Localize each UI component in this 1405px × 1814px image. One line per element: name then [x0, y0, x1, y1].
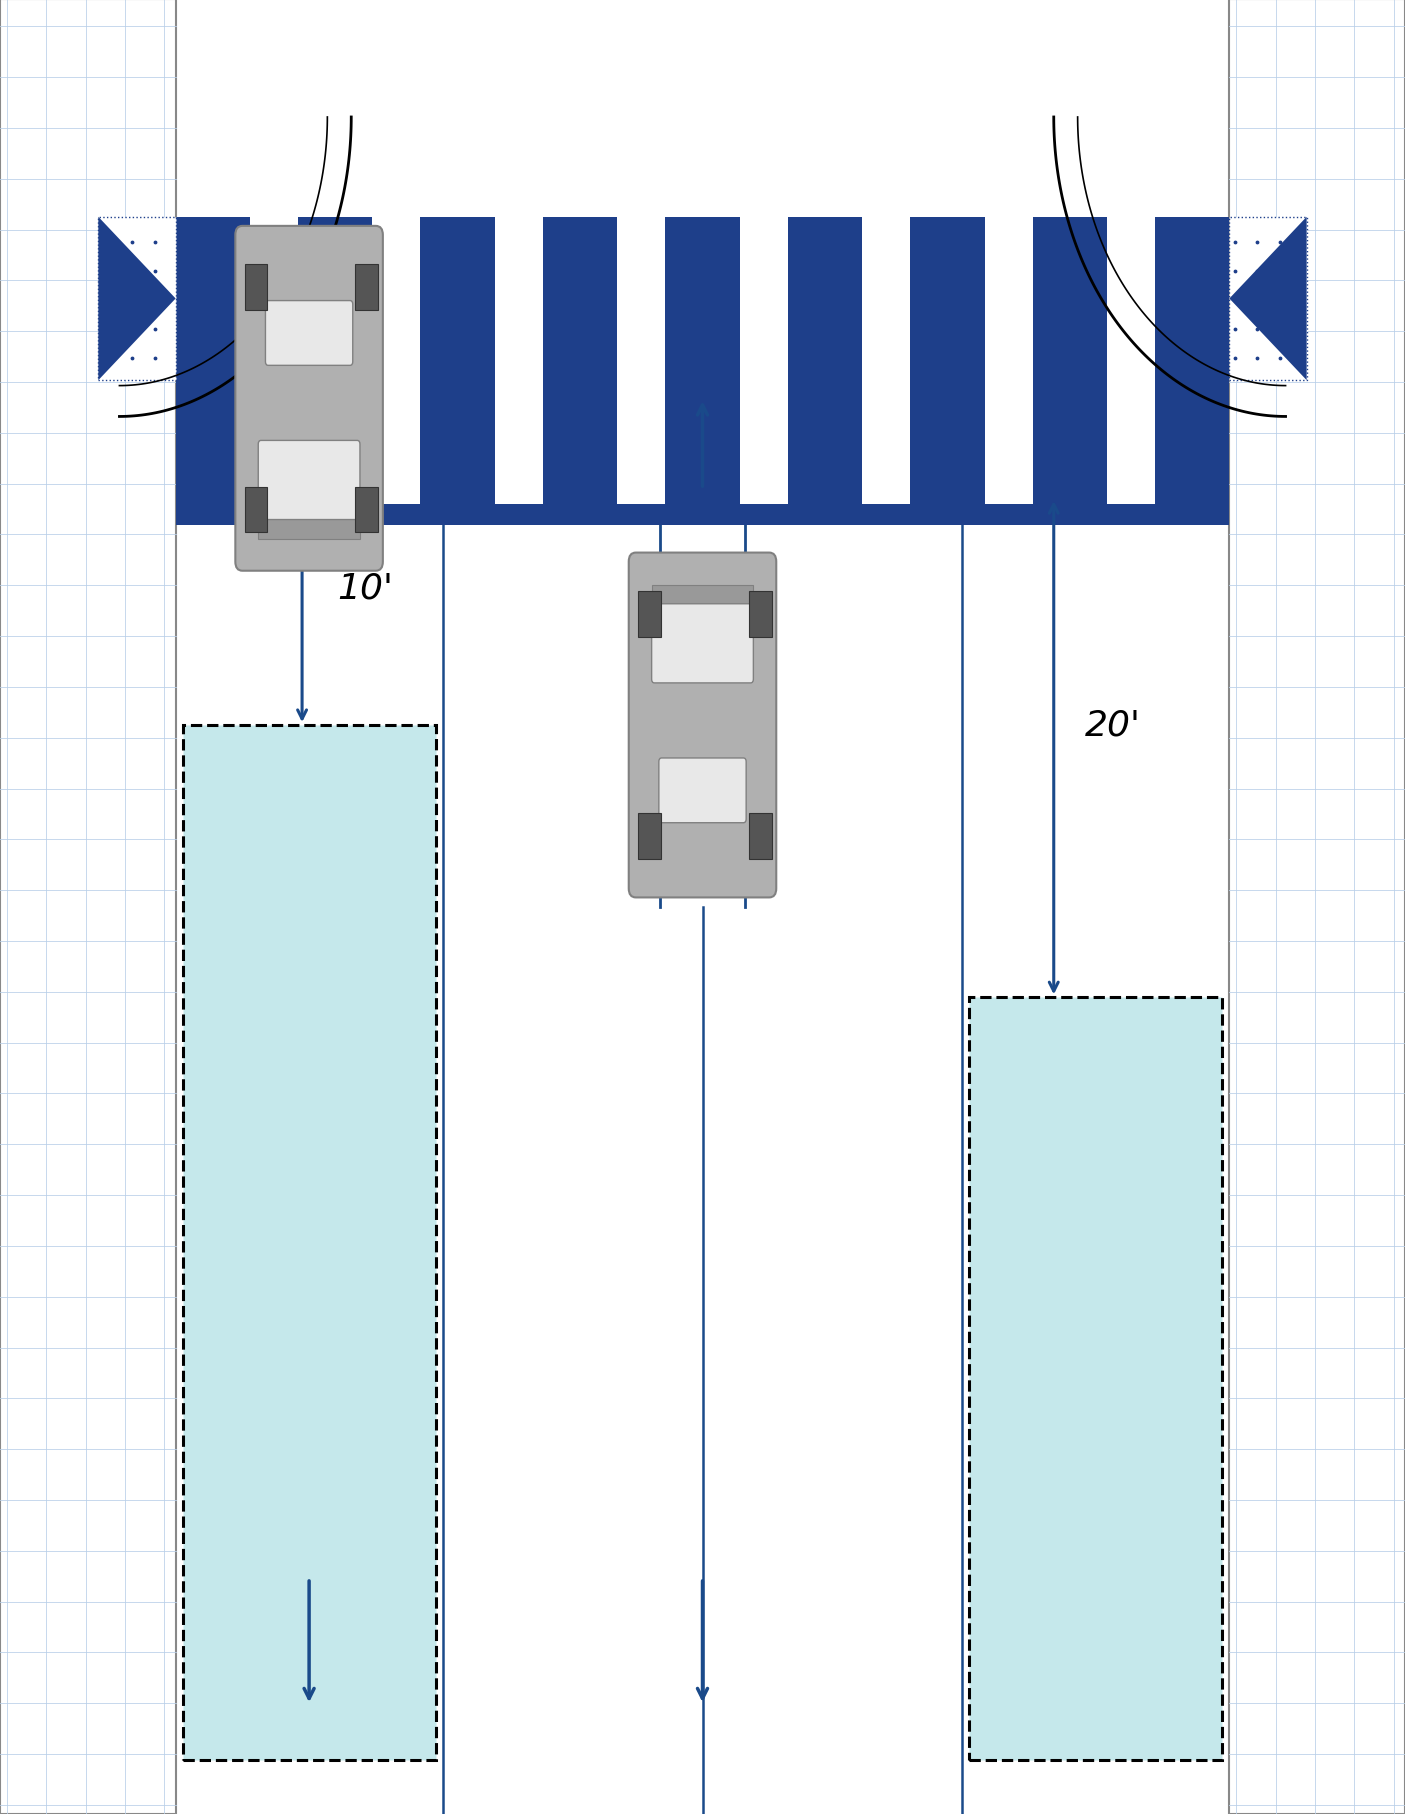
- Bar: [1033, 218, 1107, 508]
- Bar: [98, 218, 176, 381]
- Bar: [1229, 218, 1307, 381]
- Bar: [749, 814, 771, 860]
- Bar: [788, 218, 863, 508]
- Text: 20': 20': [1085, 707, 1141, 742]
- FancyBboxPatch shape: [235, 227, 382, 571]
- Bar: [749, 591, 771, 637]
- Bar: [244, 488, 267, 533]
- Bar: [1155, 218, 1229, 508]
- Bar: [0, 0, 176, 1814]
- Polygon shape: [1229, 218, 1307, 381]
- Bar: [969, 998, 1222, 1760]
- Bar: [176, 504, 1229, 526]
- Bar: [259, 506, 360, 539]
- Bar: [542, 218, 617, 508]
- Bar: [638, 591, 660, 637]
- Bar: [176, 0, 1229, 1814]
- Bar: [176, 218, 250, 508]
- FancyBboxPatch shape: [629, 553, 776, 898]
- FancyBboxPatch shape: [652, 604, 753, 684]
- FancyBboxPatch shape: [659, 758, 746, 824]
- Bar: [355, 265, 378, 310]
- FancyBboxPatch shape: [266, 301, 353, 366]
- Bar: [420, 218, 495, 508]
- Bar: [910, 218, 985, 508]
- Bar: [355, 488, 378, 533]
- Bar: [183, 726, 436, 1760]
- Bar: [638, 814, 660, 860]
- Bar: [652, 586, 753, 619]
- Polygon shape: [98, 218, 176, 381]
- Text: 10': 10': [337, 571, 393, 606]
- FancyBboxPatch shape: [259, 441, 360, 521]
- Bar: [1229, 0, 1405, 1814]
- Bar: [298, 218, 372, 508]
- Bar: [244, 265, 267, 310]
- Bar: [666, 218, 739, 508]
